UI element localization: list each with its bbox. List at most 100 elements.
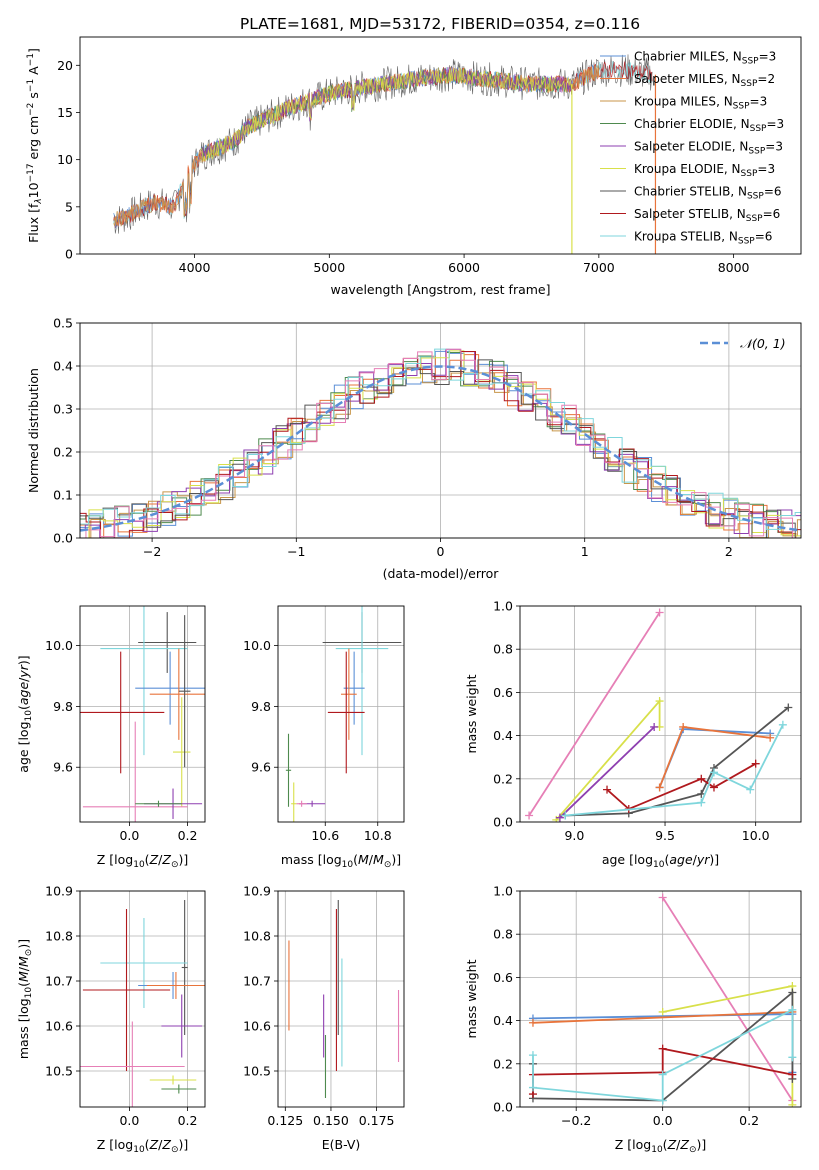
legend-n: , N: [724, 162, 741, 176]
label-part: (: [16, 705, 31, 710]
label-part: Z: [161, 1137, 171, 1152]
marker-plus: [655, 608, 664, 617]
marker-plus: [788, 1100, 797, 1107]
x-axis-label: mass [log10(M/M⊙)]: [281, 852, 401, 870]
y-tick-label: 10.0: [45, 638, 73, 653]
x-tick-label: 7000: [583, 260, 615, 275]
label-part: (: [16, 982, 31, 987]
legend-name: Kroupa STELIB: [634, 230, 721, 244]
errorbars: [80, 900, 205, 1107]
x-tick-label: 0.2: [178, 1113, 198, 1128]
marker-plus: [561, 811, 570, 820]
y-tick-label: 0.4: [493, 1013, 513, 1028]
x-tick-label: 10.8: [364, 828, 392, 843]
mass-weight-series-salpeter-stelib: [606, 762, 757, 811]
legend-name: Chabrier STELIB: [634, 185, 730, 199]
x-tick-label: 0.125: [267, 1113, 303, 1128]
label-part: log: [634, 852, 653, 867]
residual-hist-kroupa-elodie: [80, 350, 801, 538]
legend-n: , N: [729, 207, 746, 221]
x-tick-label: 0.0: [119, 1113, 139, 1128]
label-part: log: [16, 721, 31, 740]
label-part: Z [: [97, 1137, 114, 1152]
label-part: 10: [24, 710, 34, 722]
mass-weight-lines: [528, 893, 797, 1107]
legend-entry: Chabrier MILES, NSSP=3: [634, 50, 776, 67]
label-part: )]: [16, 939, 31, 949]
label-part: /: [158, 1137, 163, 1152]
label-part: M: [16, 971, 31, 982]
label-part: log: [114, 1137, 133, 1152]
spectrum-series-kroupa-elodie: [200, 67, 572, 162]
legend-eq: =: [757, 72, 767, 86]
y-tick-label: 1.0: [493, 884, 513, 899]
label-part: /: [16, 677, 31, 682]
residual-hist-salpeter-elodie: [80, 348, 801, 538]
y-tick-label: 10: [57, 152, 73, 167]
label-part: −1: [26, 79, 36, 92]
marker-plus: [555, 813, 564, 822]
mass_vs_ebv-panel: 0.125 0.150 0.175 10.5 10.6 10.7 10.8 10.9 E(B-V…: [243, 884, 405, 1152]
figure-title: PLATE=1681, MJD=53172, FIBERID=0354, z=0…: [240, 15, 640, 33]
axes-frame: [79, 890, 206, 1108]
legend-nssp: 3: [769, 50, 777, 64]
legend-name: Kroupa MILES: [634, 95, 716, 109]
x-tick-label: 0.0: [119, 828, 139, 843]
marker-plus: [697, 789, 706, 798]
legend-name: Salpeter ELODIE: [634, 140, 732, 154]
marker-plus: [766, 733, 775, 742]
y-tick-label: 0.6: [493, 970, 513, 985]
label-part: 10: [133, 860, 145, 870]
legend-nssp: 6: [765, 230, 773, 244]
legend-name: Chabrier MILES: [634, 50, 725, 64]
marker-plus: [658, 893, 667, 902]
legend-name: Chabrier ELODIE: [634, 117, 733, 131]
label-part: Z [: [97, 852, 114, 867]
mass-weight-lines: [525, 608, 793, 822]
y-axis-label: mass weight: [464, 674, 479, 753]
label-part: log: [114, 852, 133, 867]
marker-plus: [697, 798, 706, 807]
label-part: )]: [178, 1137, 188, 1152]
legend-entry: 𝒩(0, 1): [740, 336, 786, 351]
legend-sub: SSP: [746, 214, 763, 224]
marker-plus: [528, 1018, 537, 1027]
spectrum-series-salpeter-elodie: [200, 66, 572, 162]
legend-n: , N: [732, 140, 749, 154]
y-tick-label: 10.8: [45, 929, 73, 944]
marker-plus: [784, 703, 793, 712]
y-tick-label: 9.6: [53, 760, 73, 775]
label-part: /: [16, 966, 31, 971]
y-axis-label: Flux [fλ10−17 erg cm−2 s−1 A−1]: [26, 48, 44, 243]
x-tick-label: 0.2: [739, 1113, 759, 1128]
legend-eq: =: [757, 162, 767, 176]
mass_vs_Z-panel: 0.0 0.210.510.610.710.810.9Z [log10(Z/Z⊙)…: [16, 884, 206, 1155]
legend-n: , N: [725, 50, 742, 64]
y-axis-label: Normed distribution: [26, 368, 41, 493]
y-tick-label: 9.6: [251, 760, 271, 775]
label-part: 10: [651, 1145, 663, 1155]
label-part: ⊙: [384, 860, 392, 870]
x-tick-label: 10.0: [742, 828, 770, 843]
label-part: 10: [26, 182, 41, 198]
x-tick-label: 9.0: [564, 828, 584, 843]
marker-plus: [751, 759, 760, 768]
label-part: 10: [24, 987, 34, 999]
legend-eq: =: [750, 95, 760, 109]
legend-sub: SSP: [733, 102, 750, 112]
marker-plus: [788, 1070, 797, 1079]
legend-nssp: 3: [760, 95, 768, 109]
mass_weight_vs_age-panel: 9.0 9.5 10.0 0.0 0.2 0.4 0.6 0.8 1.0 age [log10(a…: [464, 599, 802, 870]
legend-nssp: 6: [774, 185, 782, 199]
x-tick-label: 5000: [313, 260, 345, 275]
legend-eq: =: [763, 207, 773, 221]
label-part: −2: [26, 103, 36, 116]
label-part: )]: [391, 852, 401, 867]
label-part: (: [663, 1137, 668, 1152]
marker-plus: [528, 1083, 537, 1092]
y-tick-label: 0.4: [493, 728, 513, 743]
legend-sub: SSP: [741, 169, 758, 179]
label-part: 10: [653, 860, 665, 870]
axes-frame: [519, 605, 802, 823]
